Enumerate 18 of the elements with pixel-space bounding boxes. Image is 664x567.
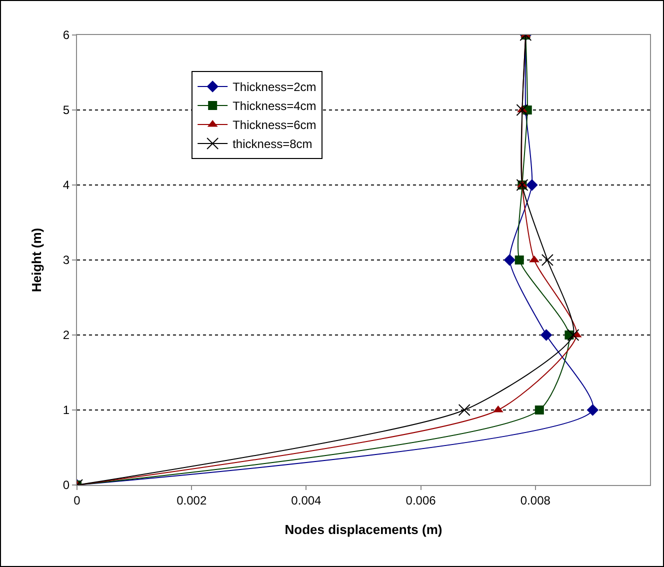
y-axis-title: Height (m) <box>29 228 44 292</box>
y-tick-label: 0 <box>62 478 70 492</box>
x-tick-label: 0.006 <box>406 493 436 508</box>
y-tick-label: 3 <box>62 253 70 268</box>
legend-label: thickness=8cm <box>232 137 312 152</box>
y-tick-label: 6 <box>62 28 70 42</box>
x-axis-title: Nodes displacements (m) <box>284 522 442 537</box>
x-tick-label: 0.002 <box>176 493 207 508</box>
y-tick-label: 1 <box>62 403 70 418</box>
x-tick-label: 0.008 <box>520 493 551 508</box>
legend-label: Thickness=4cm <box>232 99 316 114</box>
y-tick-label: 4 <box>62 178 70 192</box>
legend-label: Thickness=2cm <box>232 80 316 94</box>
x-tick-label: 0 <box>74 493 81 508</box>
y-tick-label: 5 <box>62 103 70 118</box>
x-tick-label: 0.004 <box>291 493 322 508</box>
y-tick-label: 2 <box>62 328 70 342</box>
legend-label: Thickness=6cm <box>232 118 316 132</box>
